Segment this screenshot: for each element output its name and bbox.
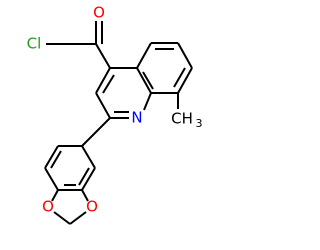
bonds — [44, 21, 193, 225]
bond — [69, 211, 87, 225]
atom-label: O — [93, 4, 105, 22]
atom-subscript: 3 — [196, 117, 203, 130]
bond — [81, 167, 96, 191]
atom-label: O — [86, 198, 98, 216]
atom-label: Cl — [27, 35, 42, 53]
bond — [102, 74, 115, 94]
bond — [50, 150, 62, 169]
atom-label: CH — [171, 110, 193, 128]
bond — [95, 43, 111, 69]
bond — [136, 67, 152, 94]
atom-label: N — [131, 109, 142, 127]
bond — [142, 71, 154, 90]
molecule-diagram: O Cl N CH 3 O O — [27, 4, 203, 225]
bond — [136, 42, 152, 69]
bond — [51, 189, 59, 202]
bond — [81, 117, 111, 147]
bond — [44, 145, 59, 169]
bond — [173, 67, 186, 88]
bond — [95, 67, 111, 94]
bond — [81, 189, 89, 202]
bond — [44, 167, 59, 191]
bond — [95, 92, 111, 119]
bond — [78, 167, 90, 186]
bond — [177, 42, 193, 69]
atom-label: O — [42, 198, 54, 216]
bond — [143, 92, 152, 111]
bond — [53, 211, 71, 225]
bond — [177, 67, 193, 94]
bond — [81, 145, 96, 169]
